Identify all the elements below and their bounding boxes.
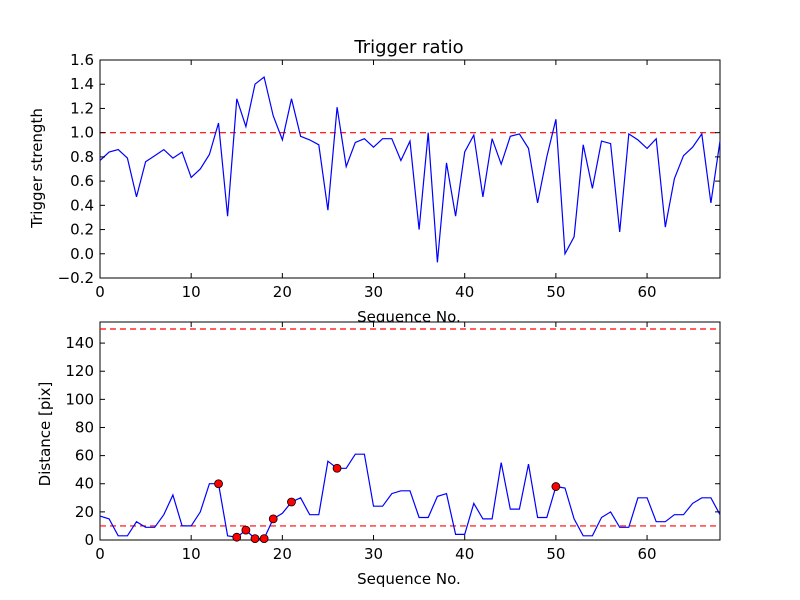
marker-point	[332, 463, 342, 473]
y-tick-label: 1.2	[70, 99, 94, 117]
series-line	[99, 453, 721, 540]
y-tick-label: 1.6	[70, 51, 94, 69]
y-tick-label: 0.8	[70, 148, 94, 166]
marker-point	[214, 479, 223, 489]
y-axis-label: Distance [pix]	[36, 382, 54, 487]
y-tick-label: 0.0	[70, 245, 94, 263]
x-tick-label: 50	[546, 545, 565, 563]
chart-title: Trigger ratio	[353, 37, 463, 58]
plot-frame	[99, 59, 721, 279]
x-tick-label: 60	[638, 283, 657, 301]
series-line	[99, 75, 721, 263]
x-tick-label: 10	[182, 283, 201, 301]
x-tick-label: 20	[273, 545, 292, 563]
x-tick-label: 40	[455, 545, 474, 563]
marker-point	[232, 532, 242, 542]
y-axis-label: Trigger strength	[28, 108, 46, 229]
y-tick-label: 0	[84, 531, 94, 549]
x-tick-label: 50	[546, 283, 565, 301]
marker-point	[551, 482, 561, 491]
y-tick-label: 20	[75, 503, 94, 521]
x-tick-label: 0	[95, 283, 105, 301]
x-axis-label: Sequence No.	[357, 570, 461, 588]
x-tick-label: 30	[364, 545, 383, 563]
x-tick-label: 40	[455, 283, 474, 301]
x-tick-label: 0	[95, 545, 105, 563]
marker-point	[287, 497, 296, 507]
plot-area: 0 10 20 30 40 50 60 −0.2 0.0 0.2 0.4 0.6 0.8 1.0 1.2 1.…	[58, 51, 721, 301]
y-tick-label: 1.4	[70, 75, 94, 93]
y-tick-label: 0.4	[70, 196, 94, 214]
y-tick-label: 60	[75, 447, 94, 465]
y-tick-label: 140	[65, 334, 94, 352]
trigger-ratio-chart: Trigger ratio 0 10 20 30 40 50 60 −0.2 0.0 0.2 0.4…	[28, 37, 721, 326]
y-tick-label: 40	[75, 475, 94, 493]
x-tick-label: 60	[638, 545, 657, 563]
y-tick-label: 0.6	[70, 172, 94, 190]
y-tick-label: 100	[65, 390, 94, 408]
y-tick-label: −0.2	[58, 269, 94, 287]
x-tick-label: 10	[182, 545, 201, 563]
y-tick-label: 80	[75, 418, 94, 436]
marker-point	[259, 534, 269, 543]
x-tick-label: 20	[273, 283, 292, 301]
marker-point	[268, 514, 278, 524]
marker-point	[241, 525, 251, 535]
y-tick-label: 1.0	[70, 124, 94, 142]
distance-chart: 0 10 20 30 40 50 60 0 20 40 60 80 100 120 140 Sequence…	[36, 321, 721, 588]
marker-point	[250, 534, 260, 543]
plot-area: 0 10 20 30 40 50 60 0 20 40 60 80 100 120 140	[65, 321, 721, 563]
y-tick-label: 120	[65, 362, 94, 380]
x-tick-label: 30	[364, 283, 383, 301]
plot-frame	[99, 321, 721, 541]
y-tick-label: 0.2	[70, 221, 94, 239]
